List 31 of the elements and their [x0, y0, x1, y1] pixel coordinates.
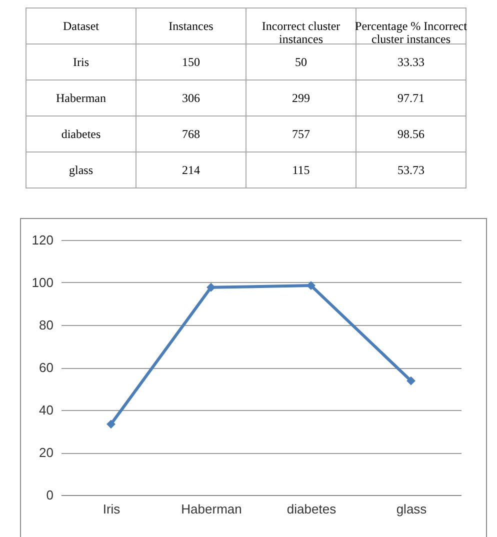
data-label: 214: [182, 163, 200, 177]
y-tick-label: 60: [39, 360, 54, 375]
category-label: Iris: [73, 55, 90, 69]
data-label: 306: [182, 91, 200, 105]
category-label: Haberman: [56, 91, 106, 105]
y-tick-label: 0: [46, 488, 54, 502]
legend-title: Dataset: [63, 19, 100, 33]
y-tick-label: 100: [32, 275, 54, 290]
y-tick-label: 40: [39, 402, 54, 418]
data-label: 53.73: [398, 163, 424, 177]
x-tick-label: diabetes: [286, 502, 337, 516]
data-label: 33.33: [398, 55, 424, 69]
category-label: diabetes: [61, 127, 101, 141]
x-tick-label: Haberman: [181, 502, 242, 516]
y-tick-label: 80: [39, 318, 54, 332]
category-label: glass: [69, 163, 94, 177]
series-label: Percentage % Incorrect cluster instances: [355, 19, 468, 46]
data-label: 50: [295, 55, 307, 69]
data-label: 757: [292, 127, 310, 141]
y-tick-label: 20: [39, 445, 54, 460]
data-label: 97.71: [398, 91, 424, 105]
data-label: 299: [292, 91, 310, 105]
text: Incorrect cluster instances: [262, 19, 340, 46]
data-label: 98.56: [398, 127, 424, 141]
data-label: 768: [182, 127, 200, 141]
data-label: 150: [182, 55, 200, 69]
x-tick-label: Iris: [102, 502, 121, 516]
y-tick-label: 120: [32, 232, 54, 248]
series-label: Instances: [168, 19, 214, 33]
x-tick-label: glass: [396, 502, 428, 516]
data-label: 115: [292, 163, 310, 177]
